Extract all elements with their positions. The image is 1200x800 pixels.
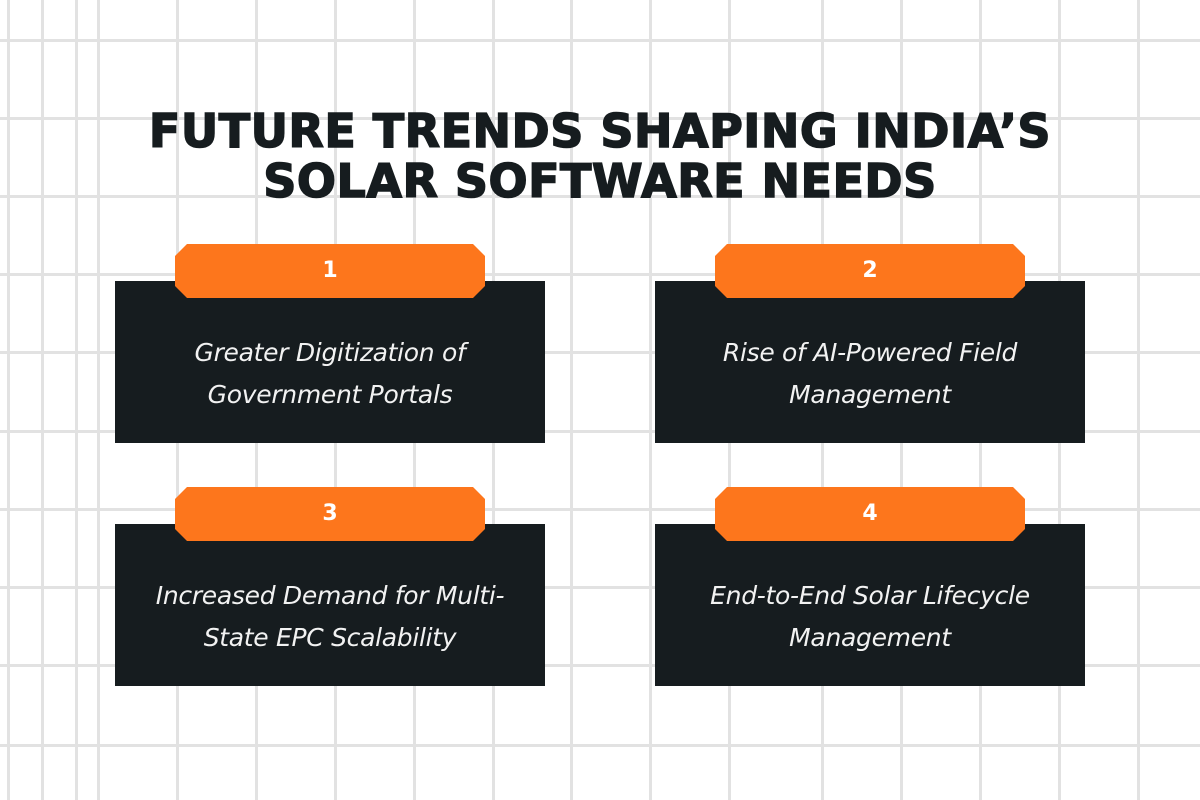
card-text-line-1: End-to-End Solar Lifecycle — [710, 581, 1030, 610]
card-text-line-2: Management — [789, 380, 951, 409]
grid-line — [0, 664, 1200, 667]
card-text-line-2: State EPC Scalability — [203, 623, 457, 652]
grid-line — [0, 430, 1200, 433]
grid-line — [75, 0, 78, 800]
title-line-2: SOLAR SOFTWARE NEEDS — [263, 154, 937, 208]
card-text-line-2: Management — [789, 623, 951, 652]
card-number-tab: 1 — [175, 244, 485, 298]
title-line-1: FUTURE TRENDS SHAPING INDIA’S — [148, 104, 1052, 158]
grid-line — [0, 744, 1200, 747]
card-number-tab: 2 — [715, 244, 1025, 298]
trend-card-3: 3 Increased Demand for Multi- State EPC … — [115, 487, 545, 686]
grid-line — [0, 351, 1200, 354]
card-text: Increased Demand for Multi- State EPC Sc… — [120, 575, 540, 659]
card-number: 2 — [862, 258, 878, 283]
card-number: 1 — [322, 258, 338, 283]
trend-card-1: 1 Greater Digitization of Government Por… — [115, 244, 545, 443]
grid-line — [649, 0, 652, 800]
grid-line — [41, 0, 44, 800]
grid-line — [1137, 0, 1140, 800]
card-body: Increased Demand for Multi- State EPC Sc… — [115, 524, 545, 686]
card-text-line-1: Rise of AI-Powered Field — [722, 338, 1018, 367]
grid-line — [7, 0, 10, 800]
card-text: Rise of AI-Powered Field Management — [660, 332, 1080, 416]
page-title: FUTURE TRENDS SHAPING INDIA’S SOLAR SOFT… — [0, 104, 1200, 208]
card-body: Greater Digitization of Government Porta… — [115, 281, 545, 443]
card-body: Rise of AI-Powered Field Management — [655, 281, 1085, 443]
grid-line — [97, 0, 100, 800]
card-text-line-1: Greater Digitization of — [194, 338, 466, 367]
grid-line — [0, 273, 1200, 276]
card-number: 4 — [862, 501, 878, 526]
card-text: End-to-End Solar Lifecycle Management — [660, 575, 1080, 659]
grid-line — [0, 39, 1200, 42]
card-text-line-2: Government Portals — [207, 380, 453, 409]
grid-line — [0, 195, 1200, 198]
card-number-tab: 4 — [715, 487, 1025, 541]
card-number: 3 — [322, 501, 338, 526]
trend-card-4: 4 End-to-End Solar Lifecycle Management — [655, 487, 1085, 686]
grid-line — [0, 117, 1200, 120]
card-text: Greater Digitization of Government Porta… — [120, 332, 540, 416]
card-number-tab: 3 — [175, 487, 485, 541]
grid-line — [0, 508, 1200, 511]
card-body: End-to-End Solar Lifecycle Management — [655, 524, 1085, 686]
grid-line — [570, 0, 573, 800]
trend-card-2: 2 Rise of AI-Powered Field Management — [655, 244, 1085, 443]
grid-line — [0, 586, 1200, 589]
card-text-line-1: Increased Demand for Multi- — [155, 581, 505, 610]
